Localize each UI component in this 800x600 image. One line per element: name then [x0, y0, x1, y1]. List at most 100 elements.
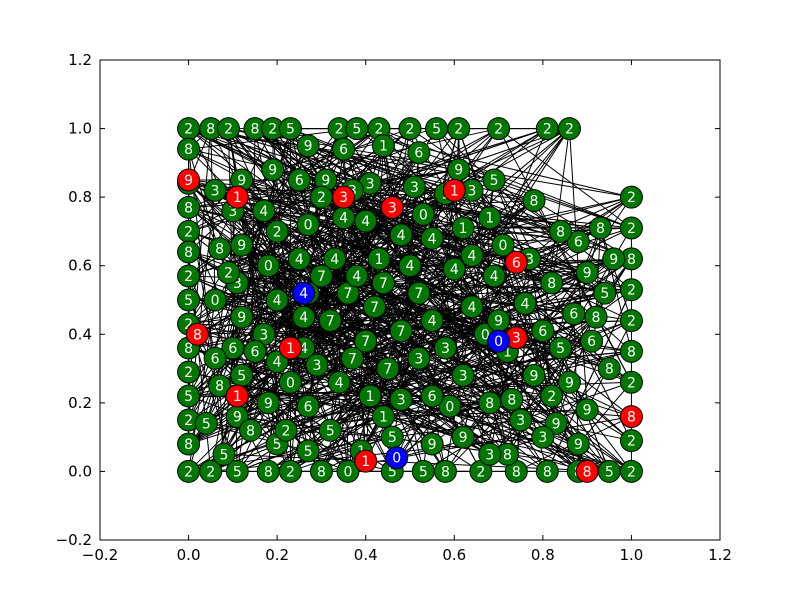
node-marker	[323, 247, 347, 271]
node-marker	[562, 302, 586, 326]
node-marker	[287, 247, 311, 271]
node-label: 6	[538, 324, 547, 340]
node-marker	[540, 384, 564, 408]
graph-node: 8	[478, 391, 502, 415]
node-marker	[243, 339, 267, 363]
graph-node: 4	[398, 254, 422, 278]
graph-node: 9	[256, 391, 280, 415]
node-label: 7	[361, 334, 370, 350]
graph-node: 2	[274, 418, 298, 442]
node-label: 2	[335, 122, 344, 138]
node-label: 4	[330, 252, 339, 268]
node-label: 8	[246, 423, 255, 439]
graph-node: 6	[203, 346, 227, 370]
node-marker	[371, 271, 395, 295]
graph-node: 8	[504, 459, 528, 483]
node-label: 9	[583, 403, 592, 419]
node-marker	[420, 432, 444, 456]
node-marker	[433, 459, 457, 483]
node-label: 6	[569, 307, 578, 323]
node-marker	[380, 195, 404, 219]
node-label: 2	[286, 464, 295, 480]
y-tick-label: 0.6	[68, 257, 92, 275]
graph-node: 2	[177, 117, 201, 141]
node-label: 8	[485, 396, 494, 412]
node-label: 3	[512, 331, 521, 347]
node-marker	[549, 219, 573, 243]
graph-node: 1	[478, 206, 502, 230]
graph-node: 1	[451, 216, 475, 240]
node-marker	[575, 398, 599, 422]
node-marker	[225, 384, 249, 408]
graph-node: 5	[380, 425, 404, 449]
graph-node: 3	[389, 387, 413, 411]
node-label: 2	[565, 122, 574, 138]
graph-node: 2	[619, 185, 643, 209]
graph-edge	[369, 316, 597, 397]
node-label: 0	[211, 293, 220, 309]
node-label: 8	[596, 221, 605, 237]
node-label: 2	[206, 464, 215, 480]
node-label: 8	[264, 464, 273, 480]
node-label: 2	[282, 423, 291, 439]
node-marker	[597, 357, 621, 381]
node-marker	[203, 346, 227, 370]
graph-node: 3	[203, 178, 227, 202]
graph-node: 6	[243, 339, 267, 363]
node-marker	[487, 117, 511, 141]
graph-node: 6	[504, 250, 528, 274]
node-label: 7	[348, 351, 357, 367]
graph-edge	[236, 196, 305, 294]
node-label: 3	[414, 351, 423, 367]
graph-node: 8	[584, 305, 608, 329]
node-label: 5	[184, 389, 193, 405]
node-label: 5	[233, 464, 242, 480]
node-label: 6	[211, 351, 220, 367]
node-label: 9	[237, 238, 246, 254]
node-label: 5	[352, 122, 361, 138]
graph-node: 4	[323, 247, 347, 271]
node-marker	[208, 374, 232, 398]
x-tick-label: 1.0	[619, 546, 643, 564]
node-marker	[535, 459, 559, 483]
graph-edge	[431, 316, 597, 445]
node-label: 0	[344, 464, 353, 480]
node-label: 8	[627, 344, 636, 360]
graph-node: 4	[460, 295, 484, 319]
graph-node: 8	[256, 459, 280, 483]
node-label: 2	[224, 122, 233, 138]
node-label: 8	[206, 122, 215, 138]
node-label: 4	[299, 286, 308, 302]
node-marker	[447, 117, 471, 141]
node-marker	[208, 237, 232, 261]
graph-edge	[502, 244, 588, 472]
node-label: 9	[454, 163, 463, 179]
node-label: 8	[193, 327, 202, 343]
graph-node: 7	[371, 271, 395, 295]
node-marker	[575, 459, 599, 483]
node-label: 9	[268, 163, 277, 179]
graph-edge	[299, 258, 499, 342]
graph-node: 1	[371, 134, 395, 158]
x-axis: −0.2 0.0 0.2 0.4 0.6 0.8 1.0 1.2	[82, 60, 732, 564]
graph-node: 6	[407, 141, 431, 165]
x-tick-label: 0.2	[265, 546, 289, 564]
node-label: 1	[485, 211, 494, 227]
node-label: 0	[286, 375, 295, 391]
node-marker	[296, 213, 320, 237]
node-marker	[177, 168, 201, 192]
node-marker	[292, 305, 316, 329]
graph-node: 4	[389, 223, 413, 247]
graph-node: 2	[278, 459, 302, 483]
node-label: 6	[304, 399, 313, 415]
node-marker	[619, 405, 643, 429]
node-marker	[354, 449, 378, 473]
node-marker	[367, 247, 391, 271]
node-label: 7	[370, 300, 379, 316]
graph-edge	[577, 381, 632, 445]
node-marker	[318, 418, 342, 442]
node-label: 2	[454, 122, 463, 138]
node-label: 3	[211, 183, 220, 199]
node-label: 3	[259, 327, 268, 343]
graph-node: 4	[354, 209, 378, 233]
